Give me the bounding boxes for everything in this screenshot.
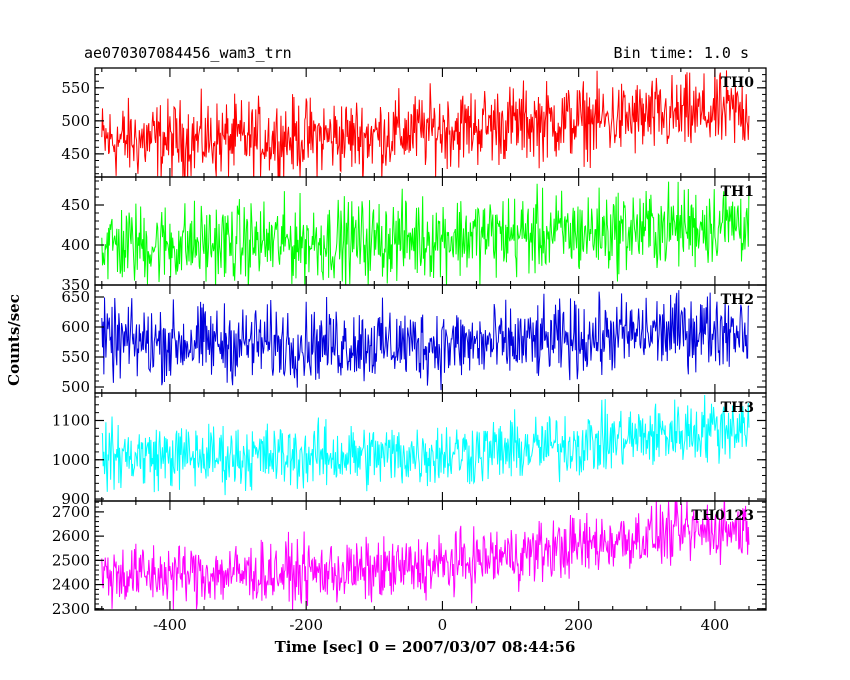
y-tick-label: 2600	[52, 527, 90, 545]
y-tick-label: 500	[61, 112, 90, 130]
y-tick-label: 1000	[52, 451, 90, 469]
y-tick-label: 400	[61, 236, 90, 254]
y-tick-label: 600	[61, 318, 90, 336]
panel-label-th3: TH3	[721, 400, 754, 416]
panel-label-th2: TH2	[721, 292, 754, 308]
x-tick-label: -200	[289, 616, 323, 634]
x-tick-label: 400	[701, 616, 730, 634]
y-tick-label: 1100	[52, 411, 90, 429]
bin-time-label: Bin time: 1.0 s	[613, 44, 749, 62]
y-tick-label: 450	[61, 196, 90, 214]
y-tick-label: 450	[61, 145, 90, 163]
x-tick-label: -400	[153, 616, 187, 634]
series-line-th0123	[101, 501, 750, 610]
y-tick-label: 2500	[52, 551, 90, 569]
y-axis-label: Counts/sec	[5, 294, 23, 386]
y-tick-label: 2400	[52, 576, 90, 594]
y-tick-label: 550	[61, 79, 90, 97]
y-tick-label: 350	[61, 276, 90, 294]
y-tick-label: 500	[61, 378, 90, 396]
x-axis-label: Time [sec] 0 = 2007/03/07 08:44:56	[274, 638, 576, 656]
y-tick-label: 2700	[52, 503, 90, 521]
y-tick-label: 650	[61, 288, 90, 306]
y-tick-label: 550	[61, 348, 90, 366]
x-tick-label: 0	[438, 616, 448, 634]
series-line-th2	[101, 290, 750, 391]
panel-label-th1: TH1	[721, 184, 754, 200]
x-tick-label: 200	[564, 616, 593, 634]
panel-label-th0123: TH0123	[691, 508, 754, 524]
series-line-th0	[101, 68, 750, 177]
panel-label-th0: TH0	[721, 75, 755, 91]
series-line-th1	[101, 181, 750, 285]
y-tick-label: 900	[61, 490, 90, 508]
chart-title: ae070307084456_wam3_trn	[84, 44, 292, 62]
series-line-th3	[101, 394, 750, 496]
y-tick-label: 2300	[52, 600, 90, 618]
